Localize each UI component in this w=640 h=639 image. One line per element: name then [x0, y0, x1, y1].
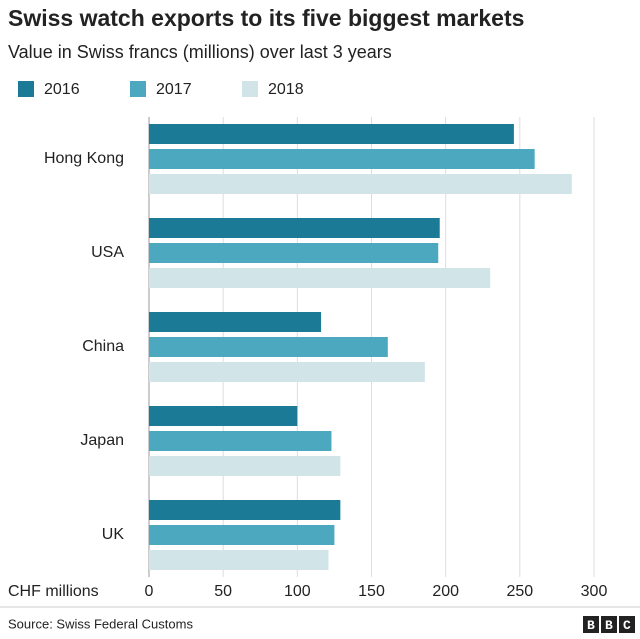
- x-axis-label: CHF millions: [8, 583, 99, 600]
- logo-box: [619, 616, 635, 633]
- bar: [149, 174, 572, 194]
- x-tick-label: 300: [581, 583, 608, 600]
- x-tick-label: 250: [506, 583, 533, 600]
- y-tick-label: UK: [102, 526, 125, 543]
- bar: [149, 268, 491, 288]
- bar: [149, 550, 329, 570]
- bar: [149, 124, 514, 144]
- legend-swatch: [18, 81, 34, 97]
- bar: [149, 456, 341, 476]
- bar: [149, 406, 298, 426]
- legend-label: 2017: [156, 81, 192, 98]
- y-tick-label: China: [82, 338, 124, 355]
- bar: [149, 312, 322, 332]
- chart-subtitle: Value in Swiss francs (millions) over la…: [8, 42, 392, 62]
- chart-title: Swiss watch exports to its five biggest …: [8, 5, 524, 31]
- bar: [149, 243, 439, 263]
- bar: [149, 500, 341, 520]
- bar: [149, 218, 440, 238]
- source: Source: Swiss Federal Customs: [8, 616, 193, 631]
- x-tick-label: 150: [358, 583, 385, 600]
- y-tick-label: Hong Kong: [44, 150, 124, 167]
- y-tick-label: Japan: [80, 432, 124, 449]
- legend-label: 2018: [268, 81, 304, 98]
- legend-swatch: [130, 81, 146, 97]
- x-tick-label: 50: [214, 583, 232, 600]
- logo-text: BBC: [587, 618, 640, 633]
- x-tick-label: 100: [284, 583, 311, 600]
- x-tick-label: 200: [432, 583, 459, 600]
- bar: [149, 362, 425, 382]
- logo: BBC: [583, 616, 640, 633]
- legend-label: 2016: [44, 81, 80, 98]
- logo-box: [601, 616, 617, 633]
- logo-box: [583, 616, 599, 633]
- x-tick-label: 0: [145, 583, 154, 600]
- bar: [149, 149, 535, 169]
- bar: [149, 431, 332, 451]
- bar: [149, 337, 388, 357]
- bar: [149, 525, 335, 545]
- y-tick-label: USA: [91, 244, 124, 261]
- legend-swatch: [242, 81, 258, 97]
